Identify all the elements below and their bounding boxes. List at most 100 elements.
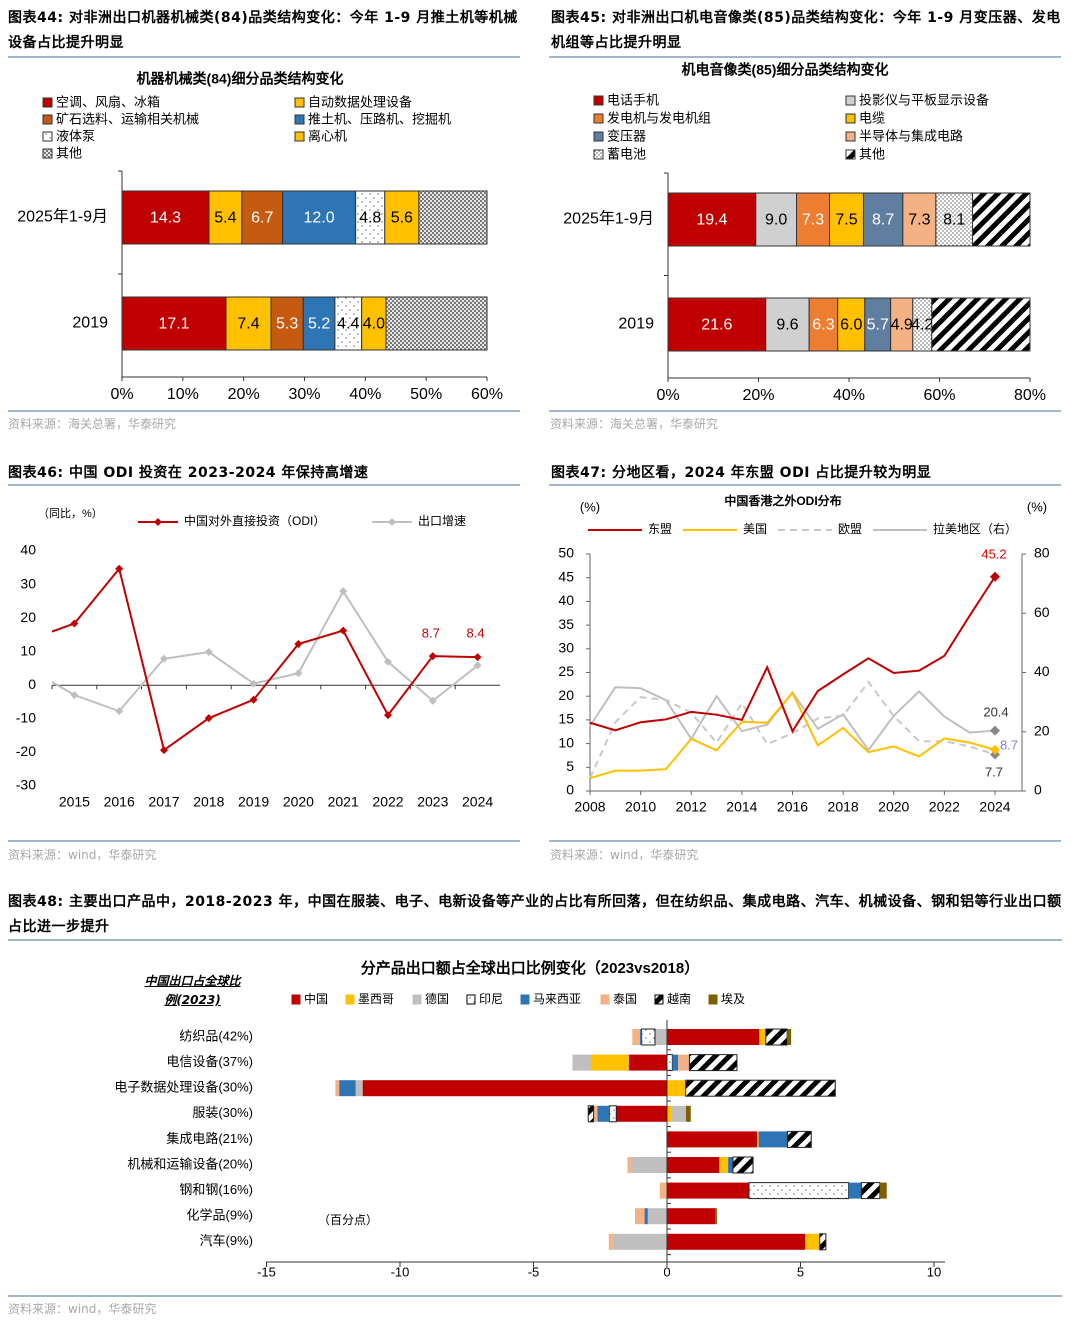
fig44-x-tick-label: 40% xyxy=(349,386,381,403)
fig47-series-line xyxy=(589,691,996,780)
fig47-legend-label: 美国 xyxy=(743,522,767,536)
fig44-legend-label: 自动数据处理设备 xyxy=(308,94,412,109)
fig45-bar-segment xyxy=(931,297,1031,352)
fig48-footer-rule xyxy=(8,1295,1062,1297)
fig46-title-rule xyxy=(8,484,520,486)
fig44-legend-swatch xyxy=(42,114,53,125)
fig48-legend-label: 越南 xyxy=(667,991,691,1006)
fig47-y-label-left: (%) xyxy=(580,499,600,514)
fig45-title-rule xyxy=(549,56,1061,58)
fig45-bar-value-label: 7.3 xyxy=(802,212,824,229)
fig45-bar-segment xyxy=(808,297,839,352)
fig45-source: 资料来源：海关总署，华泰研究 xyxy=(550,417,719,431)
fig46-x-tick-label: 2022 xyxy=(372,794,403,810)
fig45-bar-value-label: 19.4 xyxy=(696,212,727,229)
fig47-title-rule xyxy=(549,484,1061,486)
fig45-bar-segment xyxy=(765,297,810,352)
fig48-bar-segment xyxy=(640,1029,642,1045)
fig44-bar-value-label: 5.6 xyxy=(391,210,413,227)
fig48-unit-label: （百分点） xyxy=(318,1213,378,1227)
fig45-legend-swatch xyxy=(593,113,604,124)
fig48-source: 资料来源：wind，华泰研究 xyxy=(8,1302,157,1316)
fig48-legend-swatch xyxy=(520,994,530,1005)
fig48-bar-segment xyxy=(860,1182,881,1200)
fig46-y-tick-label: -20 xyxy=(16,743,36,759)
fig47-source: 资料来源：wind，华泰研究 xyxy=(550,848,699,862)
fig48-bar-segment xyxy=(597,1105,610,1122)
fig45-bar-segment xyxy=(796,192,831,247)
fig47-series-line xyxy=(589,576,996,734)
fig46-x-tick-label: 2019 xyxy=(238,794,269,810)
fig46-x-tick-label: 2024 xyxy=(462,794,493,810)
fig48-legend-label: 泰国 xyxy=(613,992,637,1006)
fig45-bar-segment xyxy=(667,297,767,352)
fig48-bar-segment xyxy=(362,1080,667,1097)
fig47-x-tick-label: 2016 xyxy=(777,799,808,815)
fig48-bar-segment xyxy=(835,1080,837,1097)
fig48-category-label: 电子数据处理设备(30%) xyxy=(114,1080,253,1095)
fig48-bar-segment xyxy=(667,1233,806,1250)
fig48-bar-segment xyxy=(355,1080,363,1097)
fig45-bar-value-label: 6.3 xyxy=(812,317,834,334)
fig47-x-tick-label: 2022 xyxy=(929,799,960,815)
fig45-title: 图表45: 对非洲出口机电音像类(85)品类结构变化：今年 1-9 月变压器、发… xyxy=(551,10,1061,51)
fig48-category-label: 化学品(9%) xyxy=(187,1208,253,1223)
fig47-end-marker xyxy=(990,725,1000,736)
fig44-title: 图表44: 对非洲出口机器机械类(84)品类结构变化：今年 1-9 月推土机等机… xyxy=(8,10,518,51)
fig48-bar-segment xyxy=(612,1233,667,1250)
fig48-legend-label: 墨西哥 xyxy=(358,992,394,1006)
fig48-bar-segment xyxy=(587,1105,595,1123)
fig46-y-tick-label: 0 xyxy=(28,676,36,692)
fig46-x-tick-label: 2016 xyxy=(104,794,135,810)
fig44-x-tick-label: 20% xyxy=(228,386,260,403)
fig45-x-tick-label: 20% xyxy=(742,387,774,404)
fig48-bar-segment xyxy=(672,1054,679,1071)
fig47-x-tick-label: 2018 xyxy=(828,799,859,815)
fig48-x-tick-label: 0 xyxy=(663,1264,670,1279)
fig46-data-point xyxy=(339,587,348,596)
fig46-y-tick-label: 30 xyxy=(20,575,36,591)
fig48-bar-segment xyxy=(879,1182,887,1199)
fig45-bar-value-label: 8.1 xyxy=(943,212,965,229)
fig46-x-tick-label: 2020 xyxy=(283,794,314,810)
fig47-y-label-right: (%) xyxy=(1027,499,1047,514)
fig48-title-rule xyxy=(8,939,1062,941)
fig48-category-label: 纺织品(42%) xyxy=(179,1028,253,1043)
fig45-legend-label: 投影仪与平板显示设备 xyxy=(859,92,989,107)
fig48-bar-segment xyxy=(685,1105,691,1122)
fig46-footer-rule xyxy=(8,840,520,842)
fig44-category-label: 2025年1-9月 xyxy=(17,208,108,226)
fig48-bar-segment xyxy=(765,1028,788,1046)
fig47-data-label: 8.7 xyxy=(1000,737,1018,752)
fig47-y-tick-label-right: 80 xyxy=(1034,545,1050,561)
fig45-bar-value-label: 4.2 xyxy=(911,317,933,334)
fig44-footer-rule xyxy=(8,410,520,412)
fig48-bar-segment xyxy=(644,1208,648,1225)
fig45-bar-segment xyxy=(912,297,933,352)
fig47-end-marker xyxy=(990,744,1000,755)
fig48-bar-segment xyxy=(659,1182,667,1199)
fig48-legend-label: 马来西亚 xyxy=(533,992,581,1006)
fig46-x-tick-label: 2017 xyxy=(148,794,179,810)
fig44-bar-segment xyxy=(334,296,363,351)
fig47-chart-title: 中国香港之外ODI分布 xyxy=(724,493,841,508)
fig44-legend-swatch xyxy=(294,97,305,108)
fig46-data-point xyxy=(294,639,303,648)
fig46-data-point xyxy=(249,695,258,704)
fig45-bar-value-label: 8.7 xyxy=(872,212,894,229)
fig48-category-label: 服装(30%) xyxy=(192,1105,253,1120)
fig48-bar-segment xyxy=(819,1233,827,1251)
fig44-bar-value-label: 4.8 xyxy=(359,210,381,227)
fig47-footer-rule xyxy=(549,840,1061,842)
fig46-series-line xyxy=(52,566,478,752)
fig45-bar-value-label: 7.3 xyxy=(908,212,930,229)
fig45-bar-value-label: 7.5 xyxy=(835,212,857,229)
fig47-x-tick-label: 2020 xyxy=(878,799,909,815)
fig48-category-label: 电信设备(37%) xyxy=(166,1054,253,1069)
fig46-data-point xyxy=(428,696,437,705)
fig48-bar-segment xyxy=(728,1157,733,1173)
fig44-bar-segment xyxy=(302,296,336,351)
fig47-y-tick-label-left: 35 xyxy=(558,616,574,632)
fig47-end-marker xyxy=(990,749,1000,760)
fig46-series-line xyxy=(52,589,479,713)
